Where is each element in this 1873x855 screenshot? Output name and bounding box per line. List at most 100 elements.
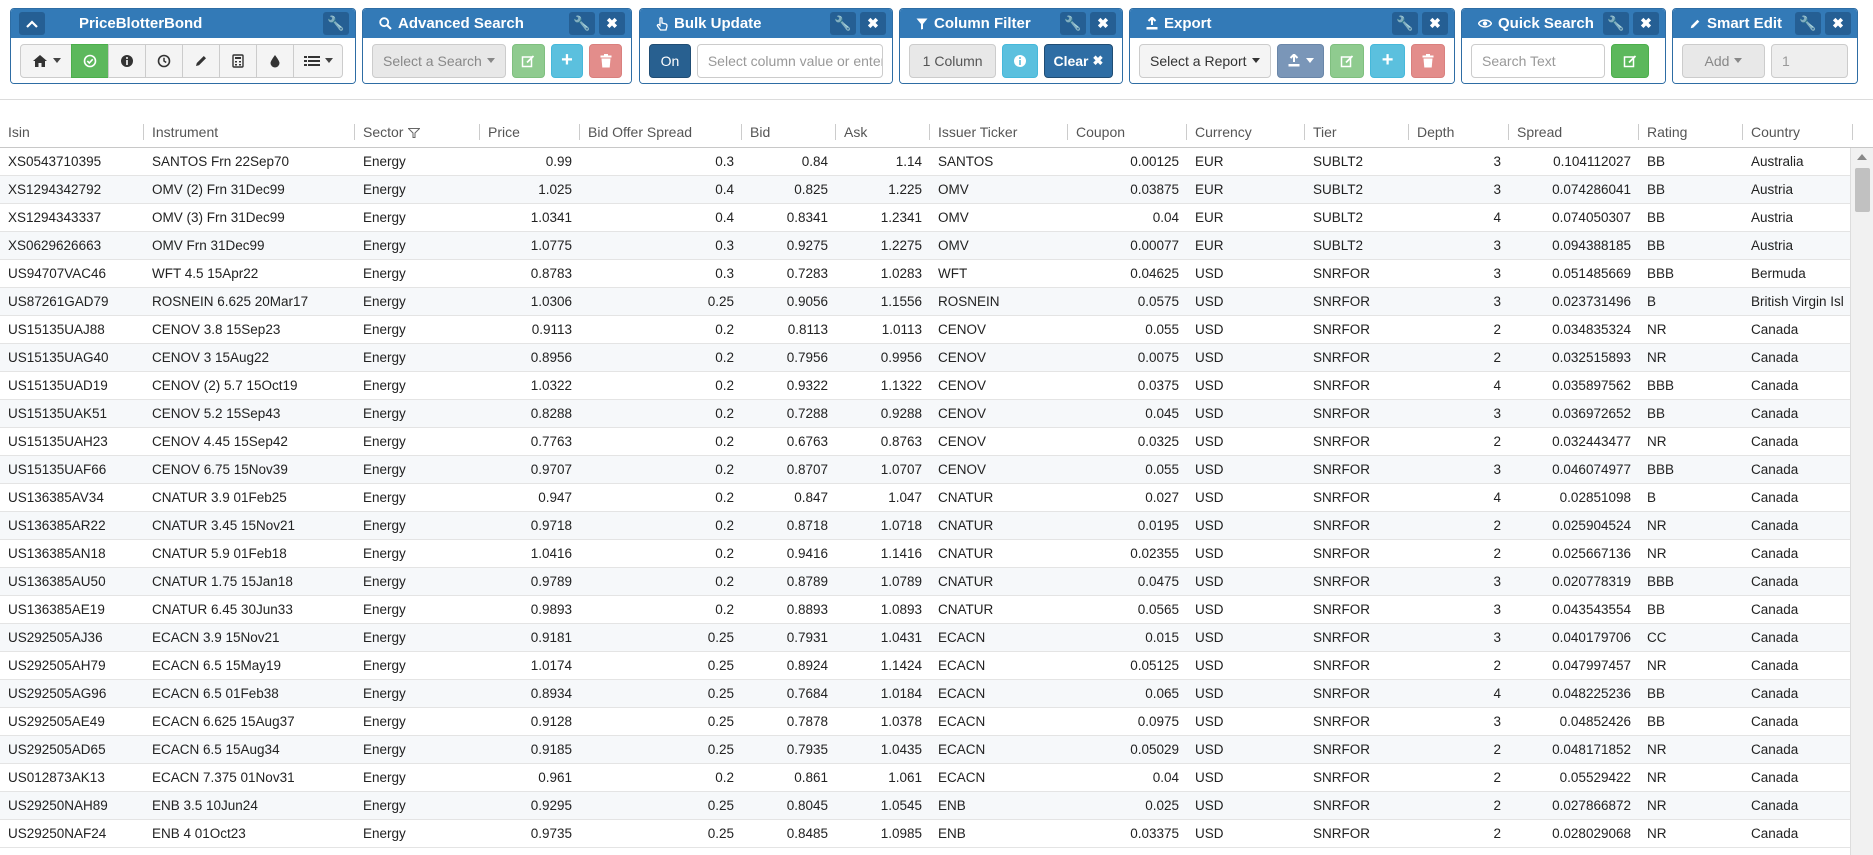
column-resize-handle[interactable] <box>1742 124 1743 140</box>
cell-spread[interactable]: 0.104112027 <box>1553 154 1631 169</box>
cell-bid-offer-spread[interactable]: 0.25 <box>707 714 734 729</box>
cell-bid[interactable]: 0.7878 <box>786 714 828 729</box>
cell-coupon[interactable]: 0.04625 <box>1130 266 1179 281</box>
cell-depth[interactable]: 3 <box>1493 630 1501 645</box>
cell-rating[interactable]: BBB <box>1647 574 1675 589</box>
cell-price[interactable]: 0.8934 <box>530 686 572 701</box>
cell-spread[interactable]: 0.025904524 <box>1552 518 1631 533</box>
cell-bid[interactable]: 0.825 <box>794 182 828 197</box>
close-toolbar-button[interactable]: ✖ <box>1090 12 1116 35</box>
cell-price[interactable]: 0.9789 <box>530 574 572 589</box>
cell-sector[interactable]: Energy <box>363 266 406 281</box>
cell-spread[interactable]: 0.025667136 <box>1552 546 1631 561</box>
cell-issuer-ticker[interactable]: OMV <box>938 182 969 197</box>
column-header-instrument[interactable]: Instrument <box>144 116 355 148</box>
cell-price[interactable]: 0.8783 <box>530 266 572 281</box>
configure-button[interactable]: 🔧 <box>1060 12 1086 35</box>
column-header-bid[interactable]: Bid <box>742 116 836 148</box>
cell-bid-offer-spread[interactable]: 0.25 <box>707 686 734 701</box>
cell-sector[interactable]: Energy <box>363 770 406 785</box>
cell-coupon[interactable]: 0.055 <box>1145 322 1179 337</box>
cell-country[interactable]: Canada <box>1751 434 1799 449</box>
cell-instrument[interactable]: CENOV 3.8 15Sep23 <box>152 322 281 337</box>
cell-price[interactable]: 0.9128 <box>530 714 572 729</box>
cell-bid[interactable]: 0.8113 <box>787 322 828 337</box>
cell-price[interactable]: 0.947 <box>538 490 572 505</box>
cell-spread[interactable]: 0.047997457 <box>1552 658 1631 673</box>
cell-bid-offer-spread[interactable]: 0.25 <box>707 798 734 813</box>
cell-sector[interactable]: Energy <box>363 686 406 701</box>
cell-tier[interactable]: SUBLT2 <box>1313 238 1364 253</box>
cell-bid[interactable]: 0.8789 <box>786 574 828 589</box>
cell-country[interactable]: Canada <box>1751 462 1799 477</box>
cell-country[interactable]: Canada <box>1751 322 1799 337</box>
table-row[interactable]: US15135UAK51 CENOV 5.2 15Sep43 Energy 0.828… <box>0 400 1850 428</box>
cell-ask[interactable]: 1.0378 <box>880 714 922 729</box>
cell-isin[interactable]: US012873AK13 <box>8 770 105 785</box>
cell-depth[interactable]: 4 <box>1493 210 1501 225</box>
smart-edit-value-input[interactable]: 1 <box>1770 43 1848 78</box>
cell-price[interactable]: 0.7763 <box>530 434 572 449</box>
cell-price[interactable]: 1.0306 <box>530 294 572 309</box>
cell-issuer-ticker[interactable]: ROSNEIN <box>938 294 1000 309</box>
cell-country[interactable]: Canada <box>1751 406 1799 421</box>
cell-tier[interactable]: SNRFOR <box>1313 574 1370 589</box>
cell-country[interactable]: Canada <box>1751 714 1799 729</box>
cell-currency[interactable]: USD <box>1195 378 1224 393</box>
cell-depth[interactable]: 3 <box>1493 154 1501 169</box>
cell-bid-offer-spread[interactable]: 0.25 <box>707 826 734 841</box>
cell-price[interactable]: 1.025 <box>538 182 572 197</box>
cell-depth[interactable]: 3 <box>1493 406 1501 421</box>
column-filter-clear-button[interactable]: Clear ✖ <box>1043 43 1113 78</box>
table-row[interactable]: XS0543710395 SANTOS Frn 22Sep70 Energy 0.99… <box>0 148 1850 176</box>
column-resize-handle[interactable] <box>1186 124 1187 140</box>
smart-edit-operation-select[interactable]: Add <box>1682 43 1765 78</box>
cell-sector[interactable]: Energy <box>363 406 406 421</box>
cell-depth[interactable]: 3 <box>1493 266 1501 281</box>
cell-spread[interactable]: 0.094388185 <box>1552 238 1631 253</box>
cell-isin[interactable]: US136385AN18 <box>8 546 106 561</box>
table-row[interactable]: US94707VAC46 WFT 4.5 15Apr22 Energy 0.8783 0… <box>0 260 1850 288</box>
cell-depth[interactable]: 2 <box>1493 322 1501 337</box>
cell-issuer-ticker[interactable]: ECACN <box>938 742 986 757</box>
cell-coupon[interactable]: 0.05125 <box>1130 658 1179 673</box>
cell-issuer-ticker[interactable]: CNATUR <box>938 546 994 561</box>
column-header-tier[interactable]: Tier <box>1305 116 1409 148</box>
cell-sector[interactable]: Energy <box>363 154 406 169</box>
cell-ask[interactable]: 1.1416 <box>880 546 922 561</box>
cell-isin[interactable]: XS0629626663 <box>8 238 102 253</box>
cell-rating[interactable]: BBB <box>1647 378 1675 393</box>
table-row[interactable]: US292505AJ36 ECACN 3.9 15Nov21 Energy 0.918… <box>0 624 1850 652</box>
cell-instrument[interactable]: ECACN 6.5 15May19 <box>152 658 282 673</box>
cell-sector[interactable]: Energy <box>363 714 406 729</box>
cell-bid-offer-spread[interactable]: 0.2 <box>715 602 734 617</box>
cell-bid-offer-spread[interactable]: 0.2 <box>715 462 734 477</box>
cell-ask[interactable]: 0.9288 <box>880 406 922 421</box>
cell-country[interactable]: Canada <box>1751 350 1799 365</box>
cell-sector[interactable]: Energy <box>363 434 406 449</box>
cell-ask[interactable]: 1.0431 <box>880 630 922 645</box>
cell-currency[interactable]: USD <box>1195 574 1224 589</box>
cell-isin[interactable]: XS1294342792 <box>8 182 102 197</box>
cell-country[interactable]: Austria <box>1751 182 1794 197</box>
cell-spread[interactable]: 0.074286041 <box>1552 182 1631 197</box>
cell-instrument[interactable]: CNATUR 6.45 30Jun33 <box>152 602 293 617</box>
cell-isin[interactable]: XS1294343337 <box>8 210 102 225</box>
table-row[interactable]: US29250NAF24 ENB 4 01Oct23 Energy 0.9735 0.2… <box>0 820 1850 848</box>
cell-isin[interactable]: US15135UAG40 <box>8 350 109 365</box>
filter-icon[interactable] <box>408 128 421 139</box>
cell-country[interactable]: Canada <box>1751 658 1799 673</box>
cell-depth[interactable]: 2 <box>1493 770 1501 785</box>
cell-country[interactable]: Canada <box>1751 546 1799 561</box>
cell-bid[interactable]: 0.7935 <box>786 742 828 757</box>
cell-tier[interactable]: SUBLT2 <box>1313 182 1364 197</box>
table-row[interactable]: XS1294342792 OMV (2) Frn 31Dec99 Energy 1.0… <box>0 176 1850 204</box>
cell-bid-offer-spread[interactable]: 0.2 <box>715 490 734 505</box>
column-header-sector[interactable]: Sector <box>355 116 480 148</box>
cell-coupon[interactable]: 0.04 <box>1152 210 1179 225</box>
cell-coupon[interactable]: 0.045 <box>1145 406 1179 421</box>
cell-issuer-ticker[interactable]: OMV <box>938 238 969 253</box>
cell-country[interactable]: Austria <box>1751 210 1794 225</box>
cell-currency[interactable]: USD <box>1195 826 1224 841</box>
cell-ask[interactable]: 1.0113 <box>881 322 922 337</box>
